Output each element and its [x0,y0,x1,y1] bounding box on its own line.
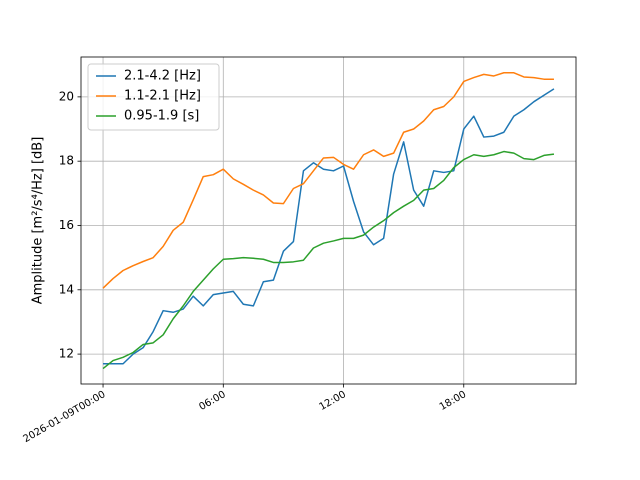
legend-label: 2.1-4.2 [Hz] [124,69,201,84]
y-tick-label: 14 [59,282,74,296]
data-line [103,88,555,365]
y-tick-label: 16 [59,218,74,232]
legend-box [87,63,220,131]
y-axis-label: Amplitude [m²/s⁴/Hz] [dB] [31,137,46,305]
legend-label: 1.1-2.1 [Hz] [124,89,201,104]
y-tick-label: 18 [59,154,74,168]
data-line [102,72,554,289]
legend-label: 0.95-1.9 [s] [124,109,199,124]
y-tick-label: 12 [59,347,74,361]
plot-frame [80,56,577,385]
data-line [102,150,555,370]
y-tick-label: 20 [59,89,74,103]
